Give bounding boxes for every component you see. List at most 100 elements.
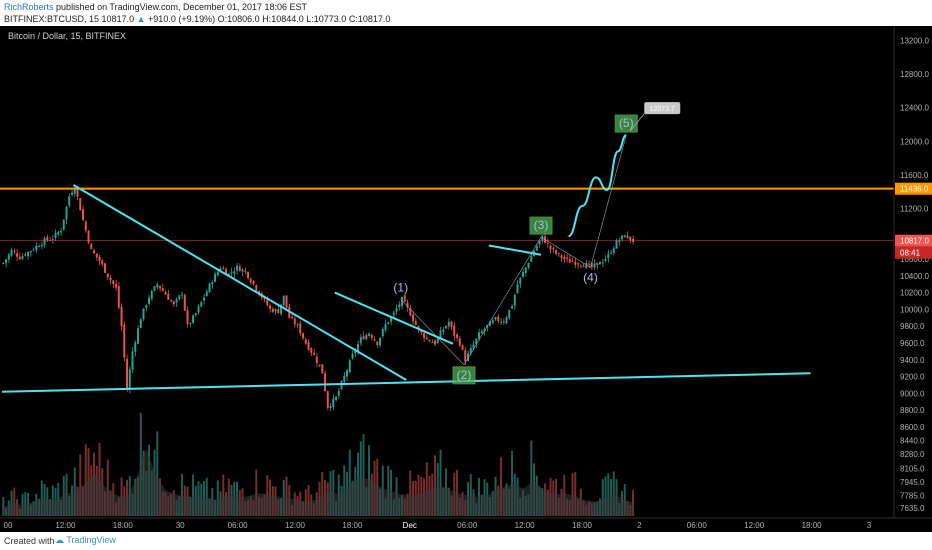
candle-body [205,291,208,297]
price-tick-label: 10600.0 [900,255,929,264]
candle-body [10,249,13,256]
volume-bar [348,449,351,516]
price-tick-label: 8600.0 [900,423,925,432]
wave-label: (4) [583,270,598,284]
volume-bar [434,455,436,516]
candle-body [148,297,150,305]
candle-body [494,317,497,320]
candle-body [368,333,370,336]
price-chart[interactable]: (1) (2) (3) (4) (5) 12073.7 13200.0 12800.0 124… [0,26,932,532]
candle-body [203,297,205,301]
candle-body [46,237,49,240]
annotation-layer: (1) (2) (3) (4) (5) 12073.7 [0,102,894,393]
wave-label-box [529,216,553,235]
candle-body [302,333,304,339]
candle-body [626,235,629,239]
candle-body [128,369,131,390]
candle-body [392,312,395,316]
volume-bar [425,462,428,516]
volume-bar [362,434,365,516]
candle-body [340,381,343,390]
candle-body [442,329,445,332]
candle-body [420,330,423,333]
volume-bar [285,476,288,516]
candle-body [593,263,596,268]
candle-body [326,391,329,409]
candle-body [266,299,269,306]
volume-bar [255,469,258,516]
candle-body [480,331,483,334]
candle-body [161,288,164,292]
symbol-line: BITFINEX:BTCUSD, 15 10817.0 ▲ +910.0 (+9… [4,13,390,25]
candle-body [621,235,623,240]
candle-body [596,262,599,266]
volume-bar [604,476,607,516]
price-tick-label: 9400.0 [900,356,925,365]
candle-body [423,332,425,338]
footer: Created with ☁ TradingView [0,532,932,550]
volume-bar [205,477,208,516]
candle-body [269,305,271,309]
candle-body [79,198,82,211]
candle-body [321,364,324,374]
price-tick-label: 12800.0 [900,70,929,79]
countdown-label-tag [895,246,932,259]
chart-background [0,26,932,532]
candle-body [618,240,621,242]
price-axis[interactable]: 13200.0 12800.0 12400.0 12000.0 11600.0 11200… [895,36,932,513]
candle-body [255,285,258,291]
candle-body [291,317,293,319]
author-link[interactable]: RichRoberts [4,2,54,12]
candle-body [178,295,181,300]
open-value: O:10806.0 [217,14,260,24]
volume-bar [84,444,87,516]
candle-body [285,295,288,308]
volume-bar [222,474,225,516]
candle-body [365,335,368,340]
tradingview-logo[interactable]: ☁ TradingView [55,535,116,546]
candle-body [241,269,244,272]
candle-body [522,272,524,277]
candle-body [337,390,340,396]
candle-body [101,260,104,265]
candle-body [153,286,156,291]
candle-body [126,358,128,390]
chart-header: RichRoberts published on TradingView.com… [0,0,932,26]
target-price-box [644,102,681,115]
candle-body [478,332,480,339]
wave-path-segment [400,299,465,366]
resistance-price-label: 11436.0 [900,185,929,194]
candle-body [16,253,18,257]
candle-body [456,334,458,338]
candle-body [216,271,219,276]
volume-bar [574,472,577,516]
candle-body [563,256,566,260]
price-tick-label: 12400.0 [900,104,929,113]
candle-body [82,209,84,221]
candle-body [464,350,467,362]
time-tick-label: 06:00 [228,521,249,530]
candle-body [233,271,236,274]
candle-body [348,360,351,372]
candle-body [18,256,21,260]
volume-bar [21,493,24,516]
candle-body [467,353,469,361]
candle-body [214,274,216,282]
candle-body [417,326,420,330]
candle-body [414,320,417,325]
candle-body [54,232,57,238]
candle-body [376,341,379,346]
volume-bar [500,457,502,516]
cloud-icon: ☁ [55,535,64,545]
candle-body [2,262,5,264]
volume-bar [10,490,13,516]
candle-body [68,196,71,206]
candle-body [24,254,27,256]
time-axis[interactable]: 00 12:00 18:00 30 06:00 12:00 18:00 Dec 06:00 12:… [4,521,872,530]
candle-body [282,295,285,306]
candle-body [535,246,538,251]
candle-body [222,268,225,270]
candle-body [560,255,563,259]
logo-text: TradingView [66,535,116,545]
price-tick-label: 10400.0 [900,272,929,281]
